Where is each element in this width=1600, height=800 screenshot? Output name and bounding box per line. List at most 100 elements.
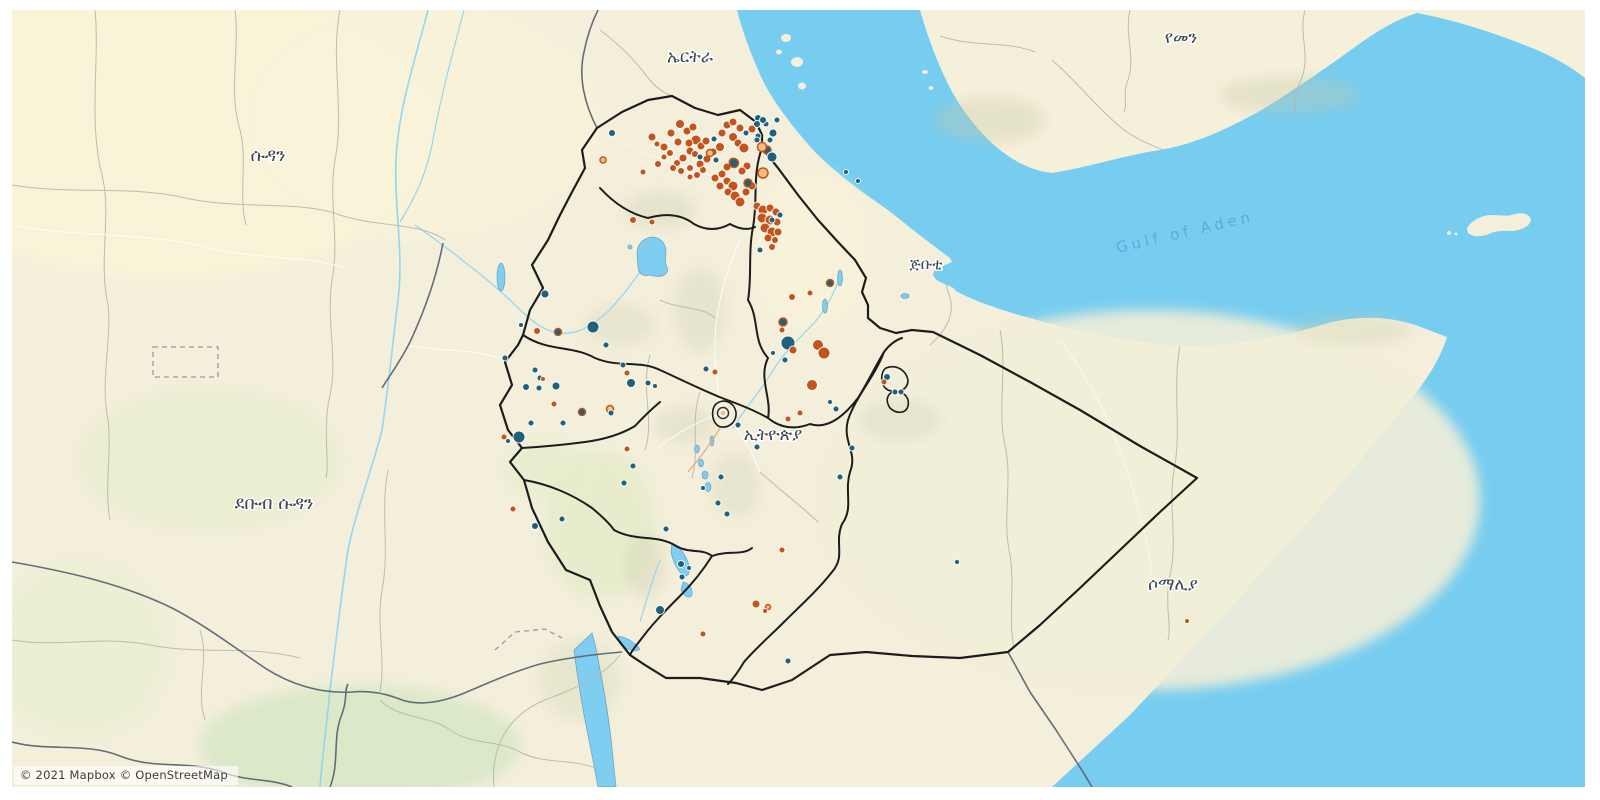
event-dot[interactable] [788,345,798,355]
event-dot[interactable] [710,135,718,143]
event-dot[interactable] [715,181,725,191]
event-dot[interactable] [741,187,751,197]
event-dot[interactable] [763,233,773,243]
event-dot[interactable] [531,366,539,374]
event-dot[interactable] [717,473,725,481]
event-dot[interactable] [701,136,711,146]
event-dot[interactable] [753,136,761,144]
event-dot[interactable] [738,142,750,154]
event-dot[interactable] [699,166,707,174]
event-dot[interactable] [678,573,686,581]
event-dot[interactable] [652,383,658,389]
event-dot[interactable] [773,116,781,124]
event-dot[interactable] [518,322,524,328]
event-dot[interactable] [773,227,783,237]
event-dot[interactable] [629,216,637,224]
event-dot[interactable] [619,361,627,369]
event-dot[interactable] [954,559,960,565]
event-dot[interactable] [553,327,563,337]
event-dot[interactable] [768,128,778,138]
event-dot[interactable] [666,149,674,157]
event-dot[interactable] [717,169,727,179]
event-dot[interactable] [836,473,844,481]
event-dot[interactable] [751,599,761,609]
event-dot[interactable] [696,153,704,161]
event-dot[interactable] [531,522,539,530]
event-dot[interactable] [728,157,740,169]
event-dot[interactable] [659,142,669,152]
event-dot[interactable] [527,419,535,427]
event-dot[interactable] [702,365,710,373]
event-dot[interactable] [608,129,616,137]
event-dot[interactable] [778,546,786,554]
event-dot[interactable] [832,405,840,413]
event-dot[interactable] [686,164,694,172]
event-dot[interactable] [737,166,747,176]
event-dot[interactable] [662,525,670,533]
event-dot[interactable] [806,289,814,297]
event-dot[interactable] [796,409,804,417]
event-dot[interactable] [653,140,661,148]
event-dot[interactable] [666,128,676,138]
event-dot[interactable] [728,117,738,127]
event-dot[interactable] [756,246,764,254]
event-dot[interactable] [742,129,750,137]
event-dot[interactable] [768,216,776,224]
event-dot[interactable] [669,164,677,172]
event-dot[interactable] [723,510,731,518]
event-dot[interactable] [686,173,694,181]
event-dot[interactable] [586,320,600,334]
event-dot[interactable] [700,485,706,491]
event-dot[interactable] [688,122,698,132]
event-dot[interactable] [623,369,631,377]
event-dot[interactable] [509,505,517,513]
event-dot[interactable] [647,132,657,142]
event-dot[interactable] [712,156,720,164]
event-dot[interactable] [762,608,768,614]
event-dot[interactable] [743,178,753,188]
event-dot[interactable] [735,123,745,133]
event-dot[interactable] [577,407,587,417]
event-dot[interactable] [756,141,768,153]
event-dot[interactable] [644,379,652,387]
event-dot[interactable] [500,433,508,441]
event-dot[interactable] [770,350,776,356]
event-dot[interactable] [825,278,835,288]
event-dot[interactable] [843,169,849,175]
event-dot[interactable] [753,443,761,451]
event-dot[interactable] [715,142,725,152]
event-dot[interactable] [660,153,668,161]
event-dot[interactable] [522,383,530,391]
event-dot[interactable] [1184,618,1190,624]
event-dot[interactable] [817,346,831,360]
event-dot[interactable] [550,400,558,408]
event-dot[interactable] [677,560,685,568]
event-dot[interactable] [766,136,774,144]
event-dot[interactable] [675,119,685,129]
event-dot[interactable] [648,218,656,226]
event-dot[interactable] [757,167,769,179]
event-dot[interactable] [806,379,818,391]
event-dot[interactable] [623,445,631,453]
event-dot[interactable] [714,499,722,507]
event-dot[interactable] [891,388,899,396]
event-dot[interactable] [599,156,607,164]
event-dot[interactable] [673,137,683,147]
event-dot[interactable] [677,167,685,175]
event-dot[interactable] [711,368,719,376]
event-dot[interactable] [512,430,526,444]
event-dot[interactable] [728,132,738,142]
event-dot[interactable] [764,603,772,611]
event-dot[interactable] [776,211,784,219]
event-dot[interactable] [639,168,647,176]
event-dot[interactable] [699,630,707,638]
event-dot[interactable] [678,153,688,163]
event-dot[interactable] [558,515,566,523]
event-dot[interactable] [784,657,792,665]
event-dot[interactable] [620,479,628,487]
event-dot[interactable] [759,116,767,124]
event-dot[interactable] [693,171,701,179]
osm-attribution-link[interactable]: © OpenStreetMap [119,768,228,782]
event-dot[interactable] [686,565,692,571]
